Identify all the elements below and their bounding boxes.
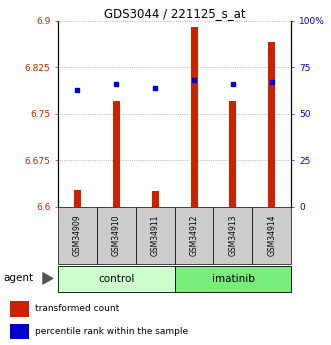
Bar [97,207,136,264]
Bar [191,27,198,207]
Text: GSM34912: GSM34912 [190,215,199,256]
Bar [175,207,213,264]
Bar [74,190,81,207]
Text: GSM34909: GSM34909 [73,215,82,256]
Bar [58,266,175,292]
Text: agent: agent [3,274,33,283]
Bar [175,266,291,292]
Text: percentile rank within the sample: percentile rank within the sample [35,327,188,336]
Text: control: control [98,274,134,284]
Bar [252,207,291,264]
Text: GSM34913: GSM34913 [228,215,237,256]
Bar [152,191,159,207]
Bar [268,42,275,207]
Bar [229,101,236,207]
Polygon shape [43,273,53,284]
Text: GSM34910: GSM34910 [112,215,121,256]
Bar [213,207,252,264]
Text: transformed count: transformed count [35,304,119,313]
Text: imatinib: imatinib [212,274,255,284]
Text: GSM34914: GSM34914 [267,215,276,256]
Bar [58,207,97,264]
Bar [136,207,175,264]
Title: GDS3044 / 221125_s_at: GDS3044 / 221125_s_at [104,7,245,20]
Bar [113,101,120,207]
Bar [10,301,29,317]
Bar [10,324,29,339]
Text: GSM34911: GSM34911 [151,215,160,256]
